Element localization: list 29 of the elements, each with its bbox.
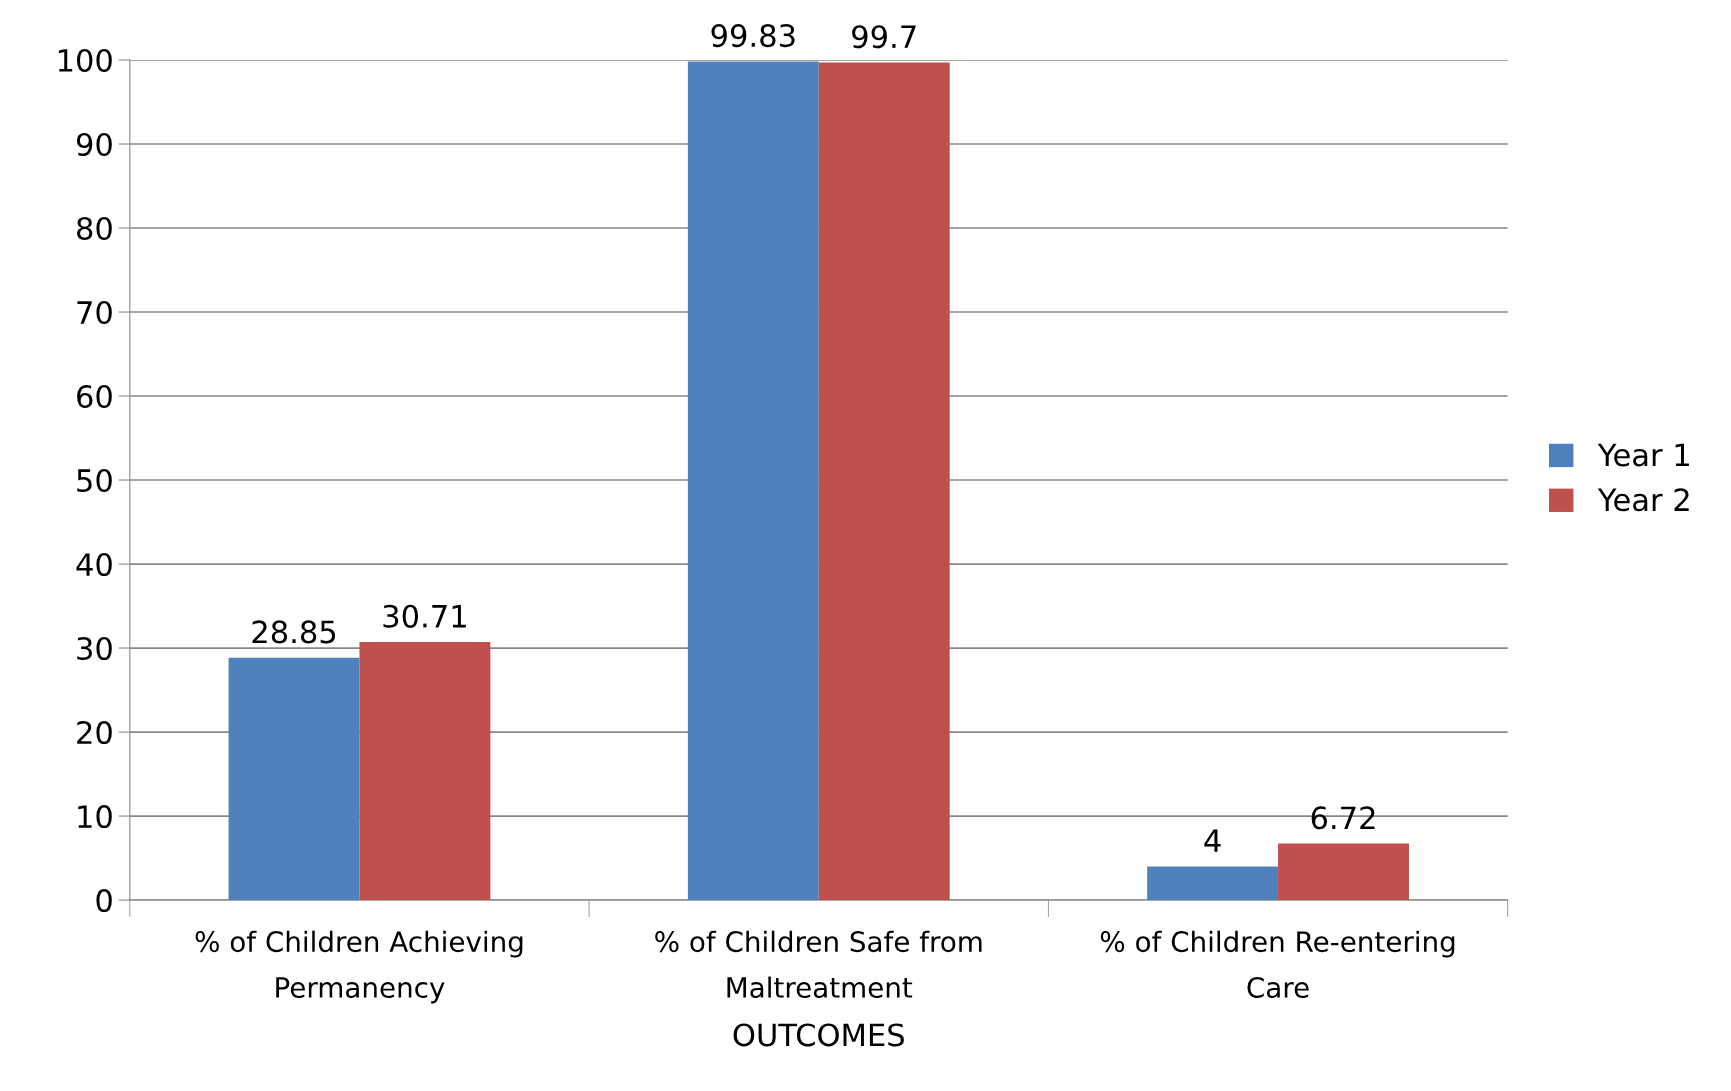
bar [1147,866,1279,901]
y-tick-label: 80 [77,216,112,241]
x-tick-label: % of Children Re-entering Care [1100,930,1455,999]
legend-label: Year 1 [1597,443,1689,467]
y-tick-label: 20 [77,720,112,745]
bar [359,642,491,901]
x-axis-title: OUTCOMES [733,1023,904,1047]
x-tick-label: % of Children Safe from Maltreatment [655,930,982,999]
y-tick-label: 100 [58,48,112,73]
data-label: 99.83 [711,24,795,48]
x-tick-label: % of Children Achieving Permanency [195,930,523,1004]
y-tick-label: 0 [96,889,112,913]
bar [228,657,360,901]
y-tick-label: 10 [78,805,112,829]
y-tick-label: 40 [76,552,112,577]
data-label: 6.72 [1311,806,1375,830]
bar [687,61,819,901]
data-label: 4 [1204,829,1221,852]
bar [1278,843,1409,901]
y-tick-label: 60 [77,384,112,409]
bar [818,62,950,901]
legend-label: Year 2 [1597,488,1689,512]
data-label: 28.85 [252,620,336,644]
y-tick-label: 30 [77,636,112,661]
y-tick-label: 50 [77,468,112,493]
y-tick-label: 70 [77,300,112,325]
data-label: 99.7 [852,25,916,49]
data-label: 30.71 [383,604,466,628]
y-tick-label: 90 [76,132,112,157]
